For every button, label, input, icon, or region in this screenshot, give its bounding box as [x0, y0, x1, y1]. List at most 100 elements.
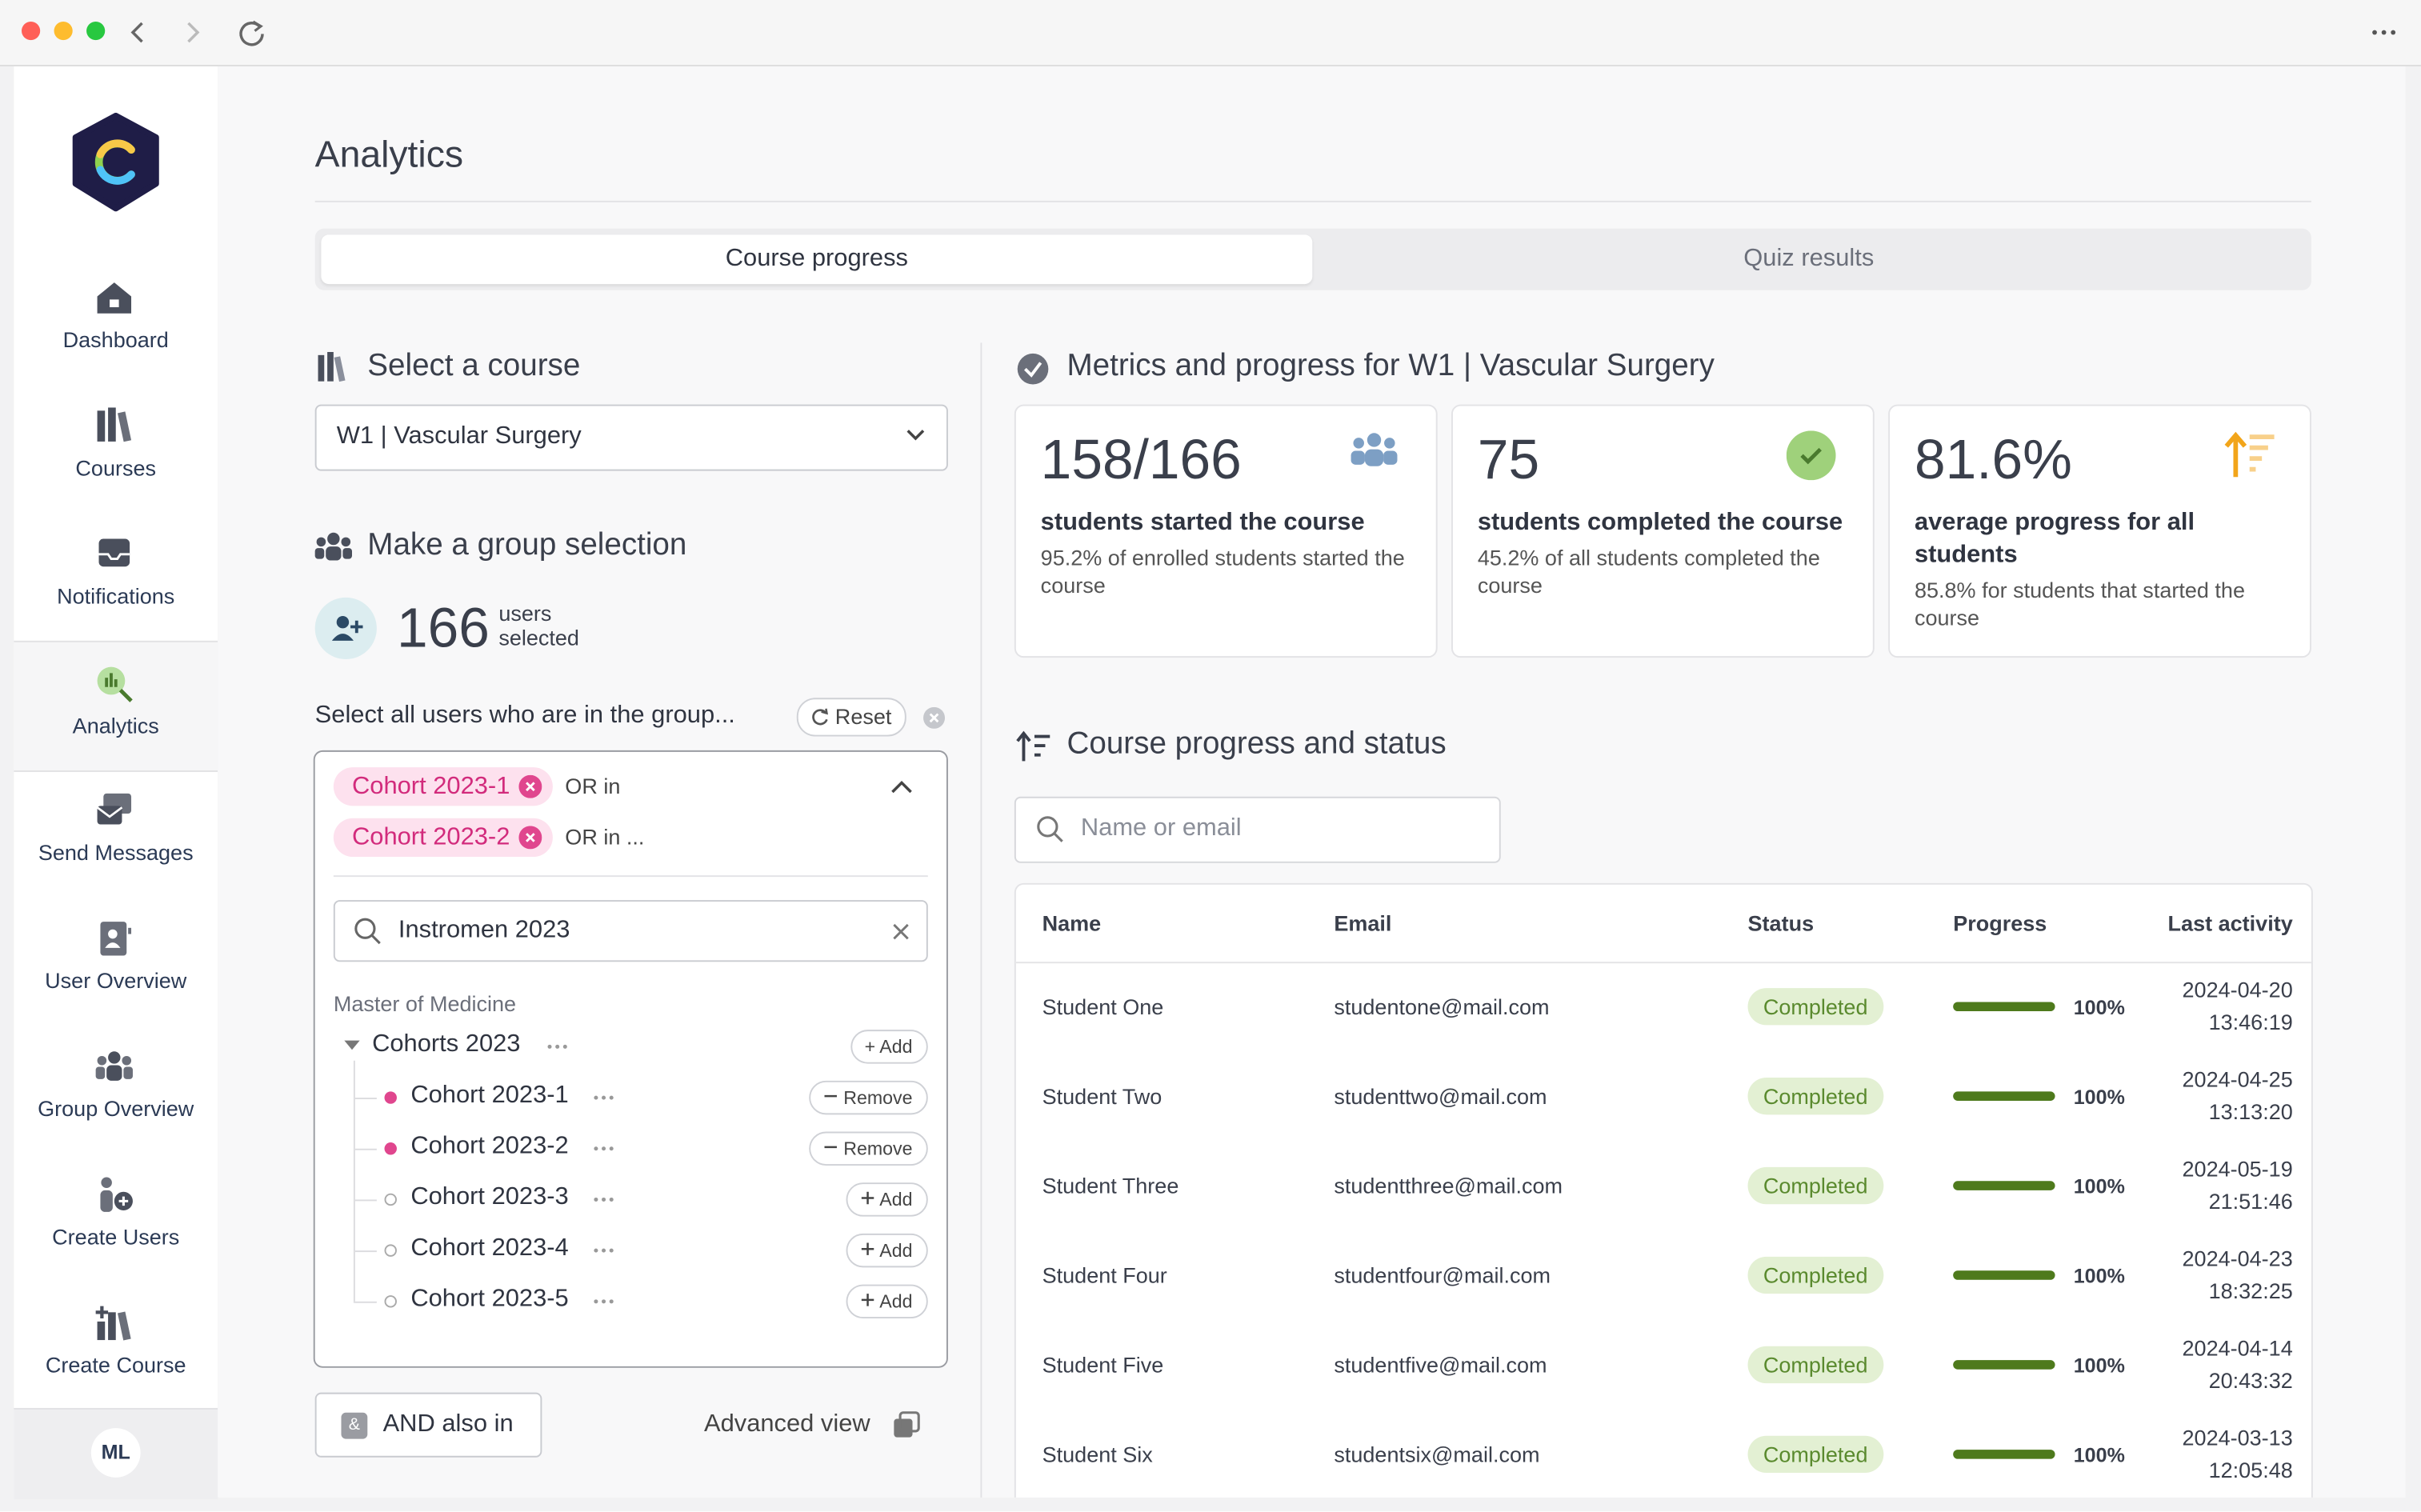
reset-icon	[812, 708, 828, 726]
search-value: Instromen 2023	[398, 917, 570, 944]
table-row[interactable]: Student Six studentsix@mail.com Complete…	[1016, 1410, 2311, 1498]
nav-arrows[interactable]	[126, 18, 219, 46]
chip-remove[interactable]	[518, 774, 542, 798]
column-header[interactable]: Last activity	[2167, 910, 2293, 936]
metric-icon	[1351, 433, 1398, 466]
nav-item[interactable]: Group Overview	[14, 1025, 218, 1153]
metric-card: 75 students completed the course 45.2% o…	[1451, 404, 1875, 658]
clear-search[interactable]	[892, 923, 909, 940]
user-area: ML	[14, 1407, 218, 1499]
chip[interactable]: Cohort 2023-2	[333, 818, 554, 858]
section-heading: Select a course	[367, 349, 581, 383]
tree-dot	[384, 1091, 397, 1104]
browser-toolbar	[0, 0, 2421, 66]
more-icon[interactable]	[593, 1247, 614, 1254]
reset-button[interactable]: Reset	[796, 698, 907, 737]
tree-item: Cohort 2023-1	[410, 1082, 569, 1109]
course-select[interactable]: W1 | Vascular Surgery	[314, 404, 948, 471]
progress-track	[1953, 1181, 2055, 1190]
chip-remove[interactable]	[518, 826, 542, 850]
main: Analytics Course progress Quiz results S…	[218, 66, 2406, 1498]
nav-item[interactable]: User Overview	[14, 897, 218, 1025]
clear-icon[interactable]	[923, 706, 946, 729]
nav-icon	[96, 793, 132, 825]
group-search[interactable]: Instromen 2023	[333, 900, 928, 962]
button-label: Add	[879, 1290, 913, 1313]
more-icon[interactable]	[593, 1298, 614, 1305]
progress-label: 100%	[2073, 994, 2125, 1018]
chip-label: Cohort 2023-1	[351, 773, 510, 800]
nav-item[interactable]: Analytics	[14, 640, 218, 772]
tree-action[interactable]: Add	[846, 1182, 928, 1217]
nav-icon	[100, 922, 132, 956]
nav-item[interactable]: Dashboard	[14, 256, 218, 384]
more-icon[interactable]	[546, 1044, 568, 1050]
status-badge: Completed	[1747, 988, 1883, 1026]
more-icon[interactable]	[593, 1197, 614, 1203]
column-header[interactable]: Progress	[1953, 910, 2047, 936]
chip[interactable]: Cohort 2023-1	[333, 767, 554, 806]
group-icon	[314, 532, 352, 561]
avatar[interactable]: ML	[90, 1428, 141, 1478]
nav-item[interactable]: Create Course	[14, 1282, 218, 1410]
metric-icon	[2224, 431, 2275, 478]
and-icon: &	[341, 1412, 368, 1439]
search-icon	[354, 918, 381, 945]
zoom-dot[interactable]	[86, 22, 106, 41]
tree-caret[interactable]	[342, 1039, 361, 1051]
table-search[interactable]: Name or email	[1014, 796, 1501, 863]
nav-item[interactable]: Create Users	[14, 1154, 218, 1282]
logo[interactable]	[66, 112, 166, 212]
and-button[interactable]: & AND also in	[314, 1392, 542, 1458]
progress-bar	[1953, 1002, 2055, 1012]
table-row[interactable]: Student Four studentfour@mail.com Comple…	[1016, 1230, 2311, 1320]
nav-item[interactable]: Send Messages	[14, 769, 218, 897]
tree-action[interactable]: Remove	[809, 1080, 928, 1115]
tab[interactable]: Course progress	[321, 234, 1313, 285]
name-cell: Student Six	[1042, 1442, 1153, 1467]
nav-icon	[95, 1051, 133, 1081]
minimize-dot[interactable]	[54, 22, 73, 41]
tab[interactable]: Quiz results	[1743, 245, 1875, 272]
tree-action[interactable]: Remove	[809, 1131, 928, 1166]
add-button[interactable]: + Add	[850, 1030, 928, 1064]
activity-cell: 2024-04-14 20:43:32	[2182, 1335, 2293, 1393]
column-header[interactable]: Status	[1747, 910, 1815, 936]
table-row[interactable]: Student Three studentthree@mail.com Comp…	[1016, 1141, 2311, 1230]
tree-action[interactable]: Add	[846, 1284, 928, 1319]
close-dot[interactable]	[22, 22, 41, 41]
tree-branch	[354, 1148, 377, 1150]
progress-cell: 100%	[1953, 1051, 2125, 1141]
button-label: Add	[879, 1188, 913, 1210]
email-cell: studenttwo@mail.com	[1334, 1083, 1547, 1109]
table-row[interactable]: Student Two studenttwo@mail.com Complete…	[1016, 1051, 2311, 1141]
column-header[interactable]: Email	[1334, 910, 1392, 936]
activity-cell: 2024-04-25 13:13:20	[2182, 1066, 2293, 1124]
action-icon	[861, 1294, 874, 1306]
more-icon[interactable]	[593, 1094, 614, 1101]
advanced-link[interactable]: Advanced view	[703, 1410, 870, 1438]
users-badge	[314, 597, 377, 660]
more-icon[interactable]	[2371, 28, 2399, 38]
reload-icon[interactable]	[236, 17, 267, 48]
metric-icon	[1786, 430, 1836, 481]
nav-item[interactable]: Notifications	[14, 513, 218, 641]
tree-dot	[384, 1295, 397, 1308]
button-label: Remove	[843, 1138, 913, 1160]
table-row[interactable]: Student Five studentfive@mail.com Comple…	[1016, 1320, 2311, 1410]
column-header[interactable]: Name	[1042, 910, 1102, 936]
status-badge: Completed	[1747, 1256, 1883, 1294]
name-cell: Student Five	[1042, 1352, 1164, 1378]
chip-join: OR in ...	[565, 824, 645, 850]
tree-action[interactable]: Add	[846, 1233, 928, 1268]
nav-item[interactable]: Courses	[14, 385, 218, 513]
progress-label: 100%	[2073, 1174, 2125, 1198]
tree-item: Cohort 2023-4	[410, 1234, 569, 1262]
tree-group: Cohorts 2023	[372, 1031, 521, 1058]
table-row[interactable]: Student One studentone@mail.com Complete…	[1016, 962, 2311, 1051]
more-icon[interactable]	[593, 1146, 614, 1152]
tabs: Course progress Quiz results	[314, 228, 2311, 290]
tree-item: Cohort 2023-5	[410, 1286, 569, 1313]
section-heading: Make a group selection	[367, 527, 687, 562]
collapse-icon[interactable]	[890, 780, 914, 795]
